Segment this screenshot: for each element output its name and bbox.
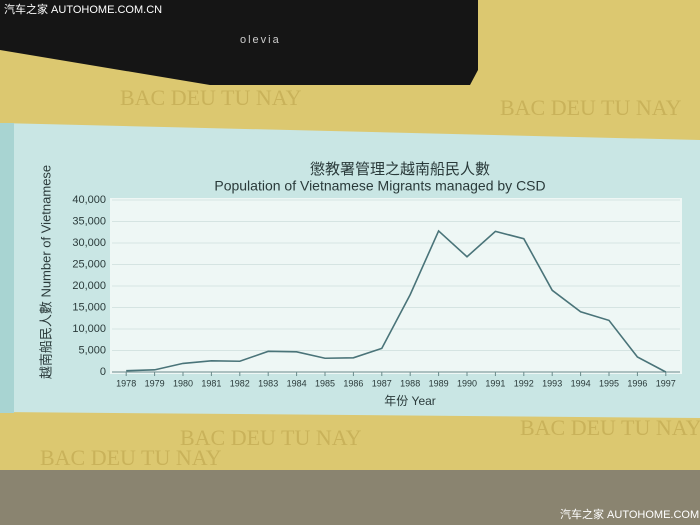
y-axis-label: 越南船民人數 Number of Vietnamese bbox=[38, 165, 53, 379]
x-tick-label: 1990 bbox=[457, 378, 477, 388]
x-tick-label: 1979 bbox=[145, 378, 165, 388]
y-tick-label: 15,000 bbox=[72, 301, 106, 313]
x-axis-label: 年份 Year bbox=[384, 394, 436, 408]
wall-text: BAC DEU TU NAY bbox=[180, 425, 362, 450]
y-tick-label: 10,000 bbox=[72, 323, 106, 335]
x-tick-label: 1983 bbox=[258, 378, 278, 388]
x-tick-label: 1989 bbox=[429, 378, 449, 388]
y-tick-label: 35,000 bbox=[72, 215, 106, 227]
wall-text: BAC DEU TU NAY bbox=[500, 95, 682, 120]
chart-title: 懲教署管理之越南船民人數 bbox=[310, 161, 490, 178]
watermark: 汽车之家 AUTOHOME.COM.CN bbox=[560, 507, 700, 521]
x-tick-label: 1988 bbox=[400, 378, 420, 388]
x-tick-label: 1987 bbox=[372, 378, 392, 388]
x-tick-label: 1981 bbox=[201, 378, 221, 388]
wall-text: BAC DEU TU NAY bbox=[120, 85, 302, 110]
y-tick-label: 30,000 bbox=[72, 237, 106, 249]
x-tick-label: 1984 bbox=[287, 378, 307, 388]
y-tick-label: 0 bbox=[100, 366, 106, 378]
y-tick-label: 5,000 bbox=[78, 344, 106, 356]
data-line bbox=[126, 229, 667, 373]
tv-brand: olevia bbox=[240, 34, 281, 46]
x-tick-label: 1978 bbox=[116, 378, 136, 388]
x-tick-label: 1985 bbox=[315, 378, 335, 388]
x-tick-label: 1997 bbox=[656, 378, 676, 388]
x-tick-label: 1992 bbox=[514, 378, 534, 388]
wall-text: BAC DEU TU NAY bbox=[520, 415, 700, 440]
y-tick-label: 40,000 bbox=[72, 194, 106, 206]
x-tick-label: 1993 bbox=[542, 378, 562, 388]
x-tick-label: 1996 bbox=[627, 378, 647, 388]
y-tick-label: 20,000 bbox=[72, 280, 106, 292]
x-tick-label: 1994 bbox=[571, 378, 591, 388]
chart-subtitle: Population of Vietnamese Migrants manage… bbox=[214, 178, 545, 194]
watermark: 汽车之家 AUTOHOME.COM.CN bbox=[4, 2, 162, 16]
board-edge bbox=[0, 123, 14, 413]
x-tick-label: 1980 bbox=[173, 378, 193, 388]
x-tick-label: 1982 bbox=[230, 378, 250, 388]
y-tick-label: 25,000 bbox=[72, 258, 106, 270]
tv bbox=[0, 0, 478, 85]
floor-strip bbox=[0, 470, 700, 525]
x-tick-label: 1986 bbox=[343, 378, 363, 388]
x-tick-label: 1995 bbox=[599, 378, 619, 388]
wall-text: BAC DEU TU NAY bbox=[40, 445, 222, 470]
x-tick-label: 1991 bbox=[485, 378, 505, 388]
